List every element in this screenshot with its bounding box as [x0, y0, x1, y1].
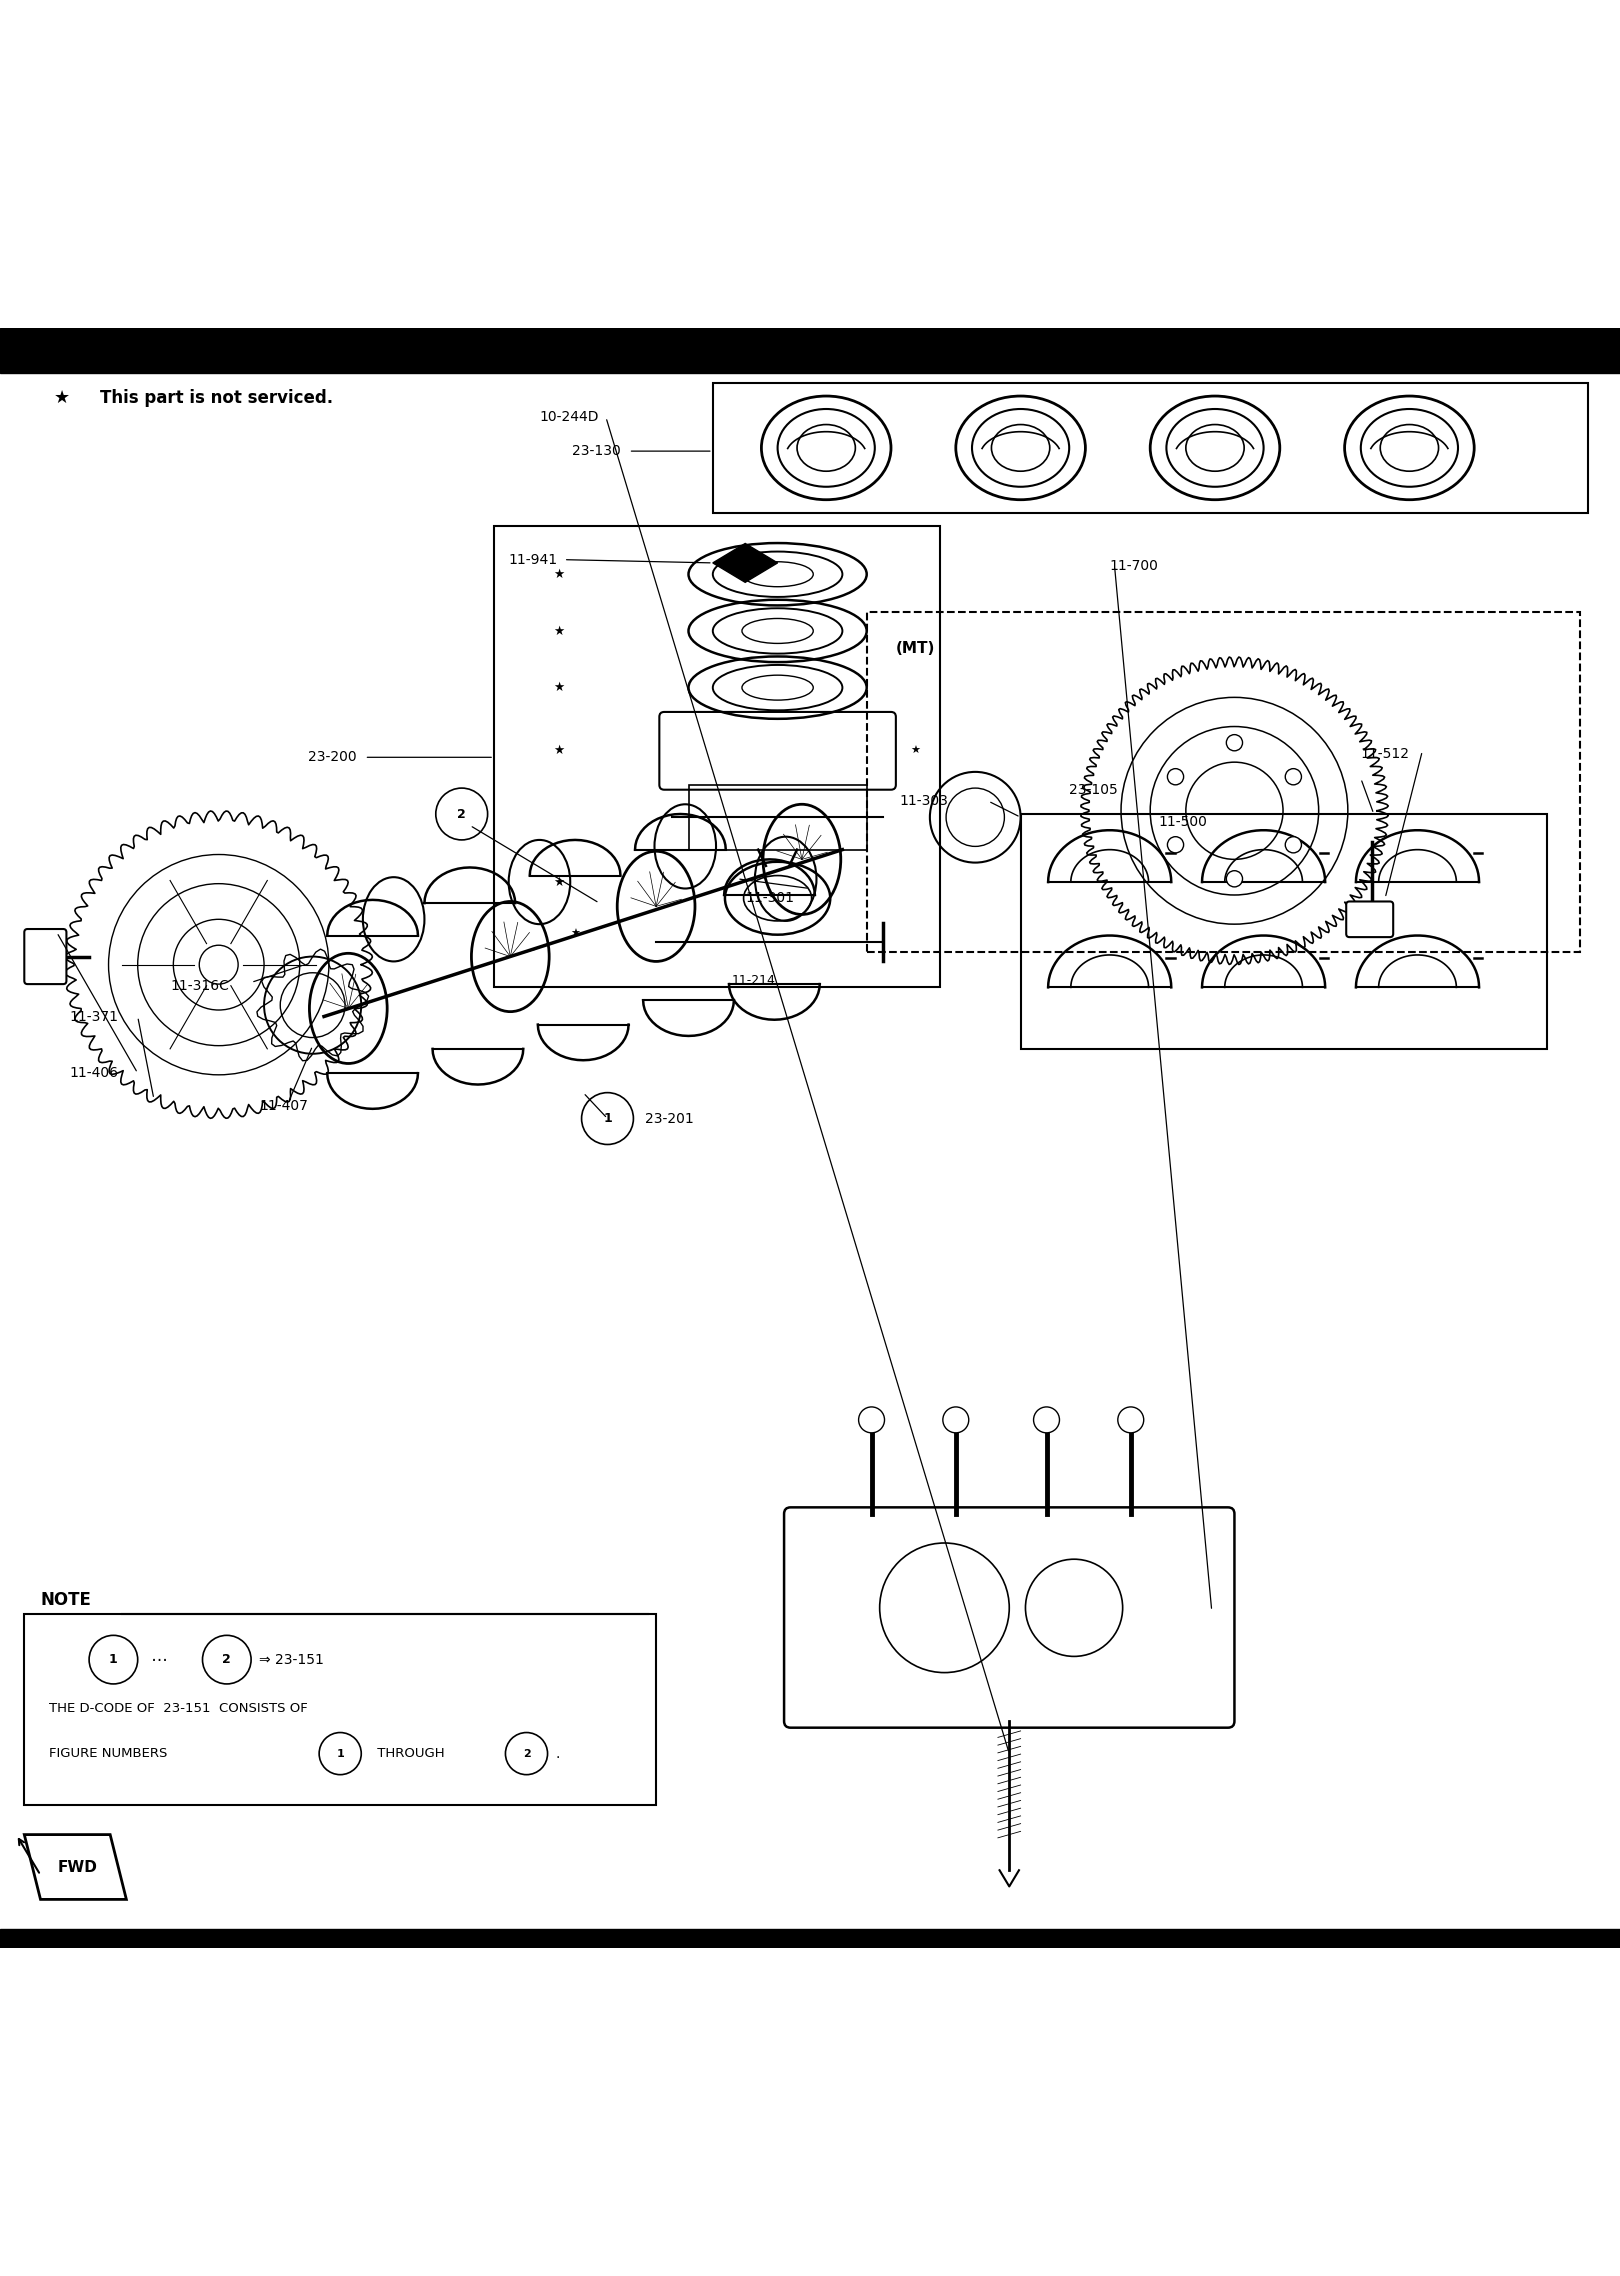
Bar [0, 328, 1620, 373]
Bar [494, 526, 940, 988]
Ellipse shape [859, 1407, 885, 1434]
Ellipse shape [943, 1407, 969, 1434]
Text: ⋯: ⋯ [146, 1650, 173, 1668]
Ellipse shape [1168, 838, 1184, 854]
Polygon shape [713, 544, 778, 583]
Text: ★: ★ [554, 624, 564, 637]
Text: This part is not serviced.: This part is not serviced. [100, 389, 334, 407]
Ellipse shape [1034, 1407, 1059, 1434]
Text: 23-200: 23-200 [308, 751, 356, 765]
Text: ★: ★ [554, 744, 564, 758]
Text: 11-406: 11-406 [70, 1065, 118, 1081]
Bar [1021, 815, 1547, 1049]
Text: 11-941: 11-941 [509, 553, 557, 567]
Text: 2: 2 [457, 808, 467, 822]
Text: ★: ★ [910, 747, 920, 756]
Text: 11-407: 11-407 [259, 1099, 308, 1113]
Text: 11-371: 11-371 [70, 1011, 118, 1024]
Text: ★: ★ [554, 876, 564, 888]
Text: 11-500: 11-500 [1158, 815, 1207, 828]
Text: 23-130: 23-130 [572, 444, 620, 457]
Text: THROUGH: THROUGH [373, 1748, 449, 1759]
Text: 11-214: 11-214 [731, 974, 776, 988]
Bar [24, 1614, 656, 1805]
Ellipse shape [1118, 1407, 1144, 1434]
Text: 2: 2 [523, 1748, 530, 1759]
Text: ★: ★ [554, 681, 564, 694]
Ellipse shape [1168, 769, 1184, 785]
Text: 11-700: 11-700 [1110, 560, 1158, 574]
Text: THE D-CODE OF  23-151  CONSISTS OF: THE D-CODE OF 23-151 CONSISTS OF [49, 1702, 308, 1714]
Text: NOTE: NOTE [40, 1591, 91, 1609]
Text: 11-512: 11-512 [1361, 747, 1409, 760]
Ellipse shape [1285, 769, 1301, 785]
Text: 2: 2 [222, 1652, 232, 1666]
Text: 1: 1 [603, 1113, 612, 1124]
Ellipse shape [1226, 735, 1243, 751]
Text: ★: ★ [53, 389, 70, 407]
Text: 11-301: 11-301 [745, 892, 794, 906]
Text: 11-316C: 11-316C [170, 979, 228, 992]
Bar [867, 612, 1580, 951]
Ellipse shape [1285, 838, 1301, 854]
Text: (MT): (MT) [896, 640, 935, 655]
Text: ⇒ 23-151: ⇒ 23-151 [259, 1652, 324, 1666]
FancyBboxPatch shape [24, 929, 66, 983]
Text: 1: 1 [109, 1652, 118, 1666]
Bar [0, 1928, 1620, 1948]
Text: ★: ★ [554, 567, 564, 580]
FancyBboxPatch shape [1346, 901, 1393, 938]
Text: .: . [556, 1746, 561, 1762]
Text: 10-244D: 10-244D [539, 410, 599, 423]
Text: 23-105: 23-105 [1069, 783, 1118, 797]
Ellipse shape [1226, 872, 1243, 888]
Text: 23-201: 23-201 [645, 1111, 693, 1127]
Text: FWD: FWD [58, 1859, 97, 1875]
Bar [713, 382, 1588, 512]
Text: 1: 1 [337, 1748, 343, 1759]
Text: ★: ★ [570, 929, 580, 940]
Bar [688, 785, 867, 849]
Text: FIGURE NUMBERS: FIGURE NUMBERS [49, 1748, 172, 1759]
Text: 11-303: 11-303 [899, 794, 948, 808]
